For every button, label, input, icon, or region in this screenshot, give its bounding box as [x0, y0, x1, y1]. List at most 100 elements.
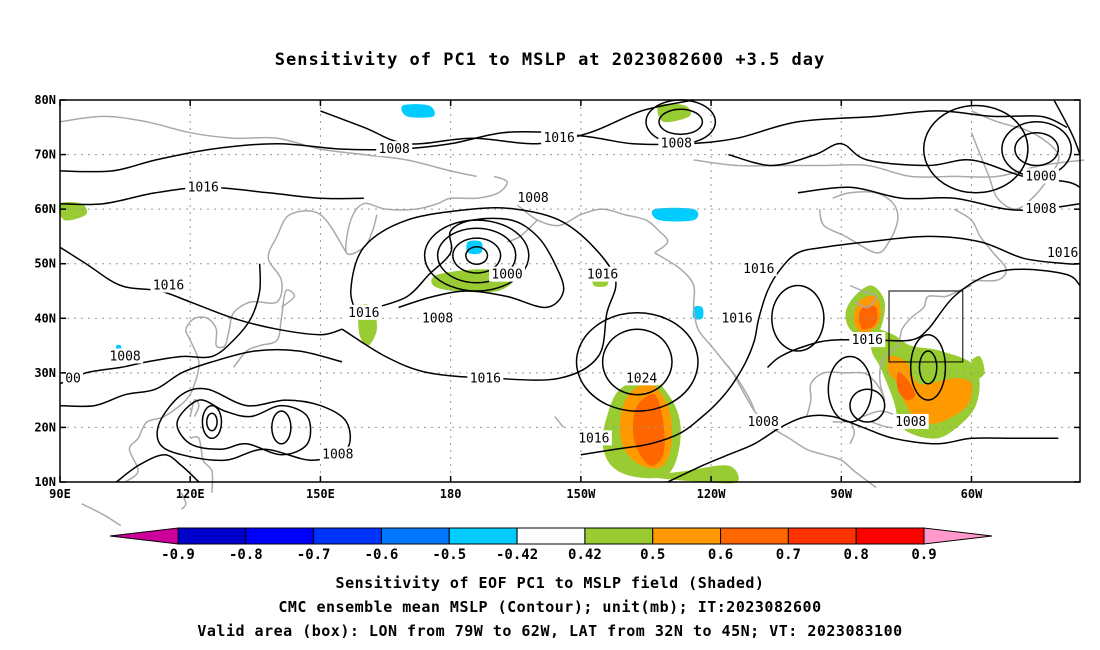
contour-label: 1016 — [188, 180, 219, 195]
contour-label-bg — [150, 277, 187, 293]
coastline — [805, 284, 972, 417]
lat-tick-label: 80N — [34, 93, 56, 107]
coastline — [180, 492, 187, 510]
colorbar-label: -0.9 — [161, 547, 195, 563]
colorbar-label: -0.5 — [432, 547, 466, 563]
mslp-contour — [271, 410, 292, 445]
contour-label: 1016 — [543, 131, 574, 146]
lon-tick-label: 90W — [830, 487, 852, 501]
contour-label-bg — [584, 266, 621, 282]
mslp-contour — [341, 207, 617, 381]
mslp-contour — [909, 333, 947, 401]
shading-patch — [896, 372, 916, 401]
mslp-contour — [59, 348, 343, 408]
coastline — [849, 284, 877, 309]
contour-label: 1008 — [422, 311, 453, 326]
mslp-contour — [320, 99, 694, 145]
mslp-contour — [575, 312, 699, 412]
mslp-contour — [827, 355, 873, 423]
contour-label: 1016 — [852, 333, 883, 348]
contour-label: 1000 — [1025, 169, 1056, 184]
mslp-contour — [465, 246, 489, 266]
contour-label-bg — [849, 332, 886, 348]
mslp-contour — [645, 99, 717, 145]
contour-label-bg — [623, 370, 660, 386]
contour-label-bg — [185, 179, 222, 195]
colorbar-box — [245, 527, 315, 545]
mslp-contour — [59, 263, 262, 385]
contour-label-bg — [319, 446, 356, 462]
mslp-contour — [849, 388, 886, 423]
valid-area-box — [888, 290, 964, 363]
contour-label: 1008 — [747, 415, 778, 430]
valid-area-rect — [888, 290, 964, 363]
lon-tick-label: 180 — [440, 487, 462, 501]
contour-labels: 1008 1016 1008 1000 1008 1016 1008 1000 1016 1016… — [63, 130, 1081, 463]
mslp-contour — [156, 387, 352, 462]
mslp-contour — [580, 235, 1081, 456]
colorbar-box — [855, 527, 925, 545]
shading-patch — [401, 104, 435, 118]
shading-patch — [971, 356, 985, 379]
caption-line-1: Sensitivity of EOF PC1 to MSLP field (Sh… — [335, 574, 765, 592]
coastline — [723, 361, 756, 412]
mslp-contour — [601, 328, 673, 396]
colorbar-box — [380, 527, 450, 545]
contour-label-bg — [892, 413, 929, 429]
contour-label: 1016 — [587, 268, 618, 283]
contour-label: 1008 — [661, 137, 692, 152]
colorbar-box — [652, 527, 722, 545]
contour-label-bg — [419, 310, 456, 326]
lon-tick-label: 120E — [176, 487, 205, 501]
coastline — [554, 416, 565, 428]
mslp-contour — [918, 350, 938, 385]
lon-tick-label: 60W — [961, 487, 983, 501]
contour-label: 1008 — [1025, 202, 1056, 217]
mslp-contour — [423, 219, 530, 292]
caption-line-2: CMC ensemble mean MSLP (Contour); unit(m… — [278, 598, 822, 616]
contour-label: 1016 — [578, 431, 609, 446]
mslp-contour — [452, 237, 502, 274]
lat-tick-label: 20N — [34, 420, 56, 434]
shading-patch — [650, 465, 739, 484]
contour-label-bg — [107, 348, 144, 364]
colorbar-label: -0.6 — [365, 547, 399, 563]
coastline — [818, 191, 899, 254]
contour-label: 1016 — [153, 279, 184, 294]
mslp-contour — [59, 246, 343, 336]
colorbar-label: 0.6 — [708, 547, 733, 563]
mslp-contour — [771, 284, 825, 352]
contour-label: 1000 — [491, 268, 522, 283]
colorbar-box — [448, 527, 518, 545]
contour-label: 1016 — [721, 311, 752, 326]
contour-label: 1016 — [470, 371, 501, 386]
colorbar-box — [584, 527, 654, 545]
shading-patch — [651, 207, 699, 222]
shading-patch — [58, 201, 88, 221]
colorbar-label: -0.7 — [297, 547, 331, 563]
contour-label: 00 — [65, 371, 81, 386]
contour-label-bg — [376, 141, 413, 157]
contour-label: 1008 — [322, 448, 353, 463]
mslp-contour — [1053, 99, 1081, 155]
colorbar-label: -0.8 — [229, 547, 263, 563]
contour-label-bg — [719, 310, 756, 326]
lat-tick-label: 10N — [34, 475, 56, 489]
colorbar-box — [720, 527, 789, 545]
mslp-contour — [176, 399, 312, 456]
plot-frame — [59, 99, 1081, 483]
mslp-contour — [922, 104, 1029, 194]
colorbar-label: 0.9 — [911, 547, 936, 563]
coastline — [59, 115, 477, 178]
colorbar-label: 0.42 — [568, 547, 602, 563]
colorbar-label: 0.8 — [844, 547, 869, 563]
coastline — [81, 503, 122, 527]
shading-patch — [858, 305, 878, 330]
mslp-contour — [1014, 131, 1060, 167]
colorbar-triangle-high — [923, 527, 993, 545]
coastline — [515, 203, 669, 254]
caption-line-3: Valid area (box): LON from 79W to 62W, L… — [197, 622, 903, 640]
lat-tick-label: 70N — [34, 148, 56, 162]
contour-label: 1016 — [1047, 246, 1078, 261]
